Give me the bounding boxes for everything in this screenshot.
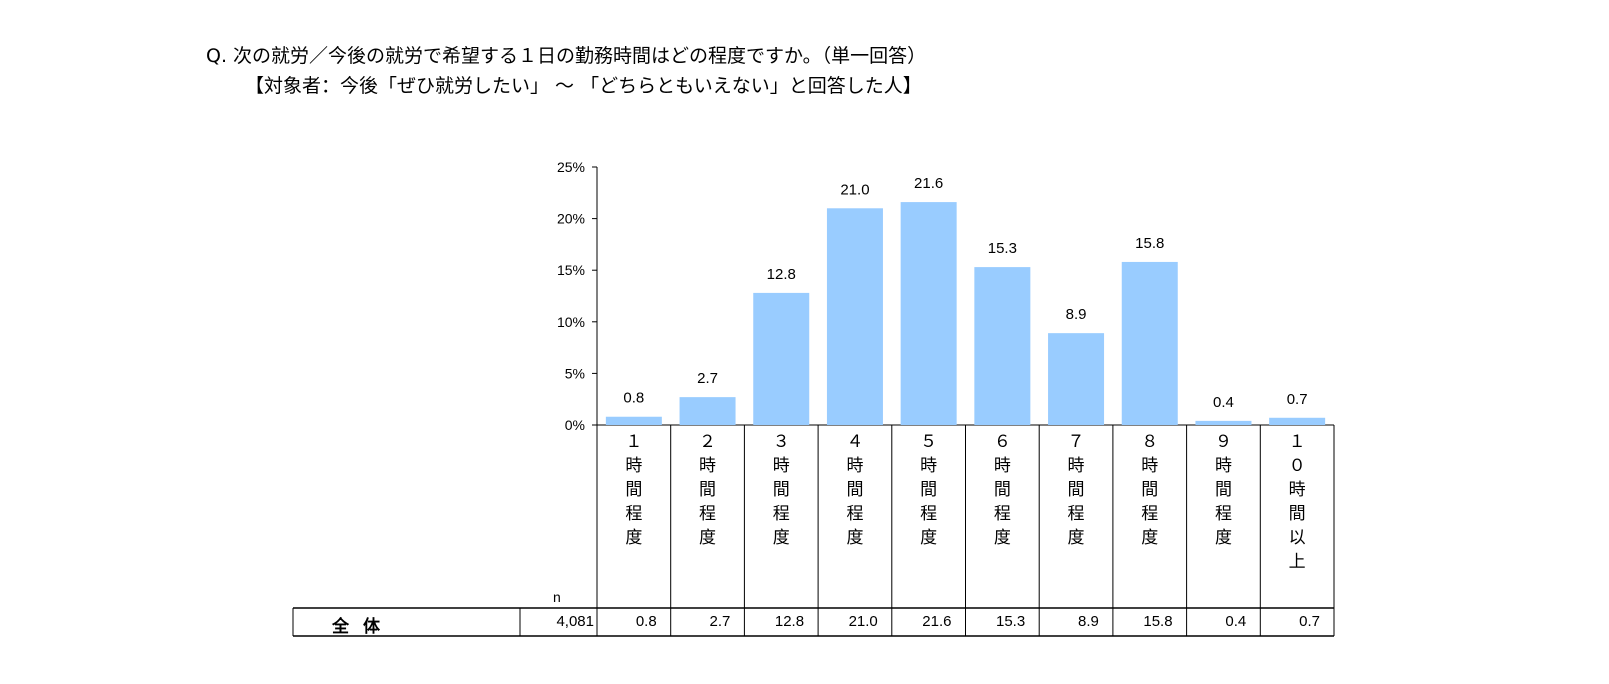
- y-tick-label: 15%: [557, 262, 585, 278]
- y-tick-label: 0%: [565, 417, 585, 433]
- bar: [900, 202, 957, 425]
- bar: [1195, 420, 1252, 425]
- table-cell: 12.8: [774, 613, 805, 630]
- y-tick-label: 5%: [565, 365, 585, 381]
- table-cell: 0.7: [1299, 613, 1320, 630]
- table-cell: 21.6: [922, 613, 952, 630]
- n-header: n: [553, 589, 561, 605]
- bar: [679, 397, 736, 425]
- table-cell: 0.8: [635, 613, 657, 630]
- data-label: 0.7: [1287, 391, 1308, 408]
- bar: [605, 416, 662, 425]
- n-value-cell: 4,081: [556, 613, 594, 630]
- bar: [974, 267, 1031, 425]
- data-label: 2.7: [697, 370, 718, 387]
- data-label: 8.9: [1066, 306, 1087, 323]
- target-subtitle: 【対象者：今後「ぜひ就労したい」 ～ 「どちらともいえない」と回答した人】: [245, 75, 922, 97]
- y-tick-label: 20%: [557, 211, 585, 227]
- table-cell: 15.3: [995, 613, 1026, 630]
- table-row-label: 全体: [332, 617, 394, 637]
- bar: [753, 292, 810, 425]
- y-tick-label: 25%: [557, 159, 585, 175]
- table-cell: 2.7: [709, 613, 731, 630]
- table-cell: 21.0: [848, 613, 878, 630]
- data-label: 15.3: [988, 240, 1017, 257]
- bar: [1121, 261, 1178, 425]
- bar: [1269, 417, 1326, 425]
- data-label: 0.8: [623, 390, 644, 407]
- data-label: 12.8: [767, 266, 796, 283]
- table-cell: 8.9: [1078, 613, 1099, 630]
- data-label: 21.0: [840, 181, 869, 198]
- table-cell: 15.8: [1143, 613, 1173, 630]
- bar: [826, 208, 883, 425]
- question-title: Q. 次の就労／今後の就労で希望する１日の勤務時間はどの程度ですか。（単一回答）: [206, 45, 927, 67]
- bar: [1048, 333, 1105, 425]
- table-cell: 0.4: [1225, 613, 1247, 630]
- data-label: 0.4: [1213, 394, 1234, 411]
- y-tick-label: 10%: [557, 314, 585, 330]
- data-label: 15.8: [1135, 235, 1164, 252]
- data-label: 21.6: [914, 175, 943, 192]
